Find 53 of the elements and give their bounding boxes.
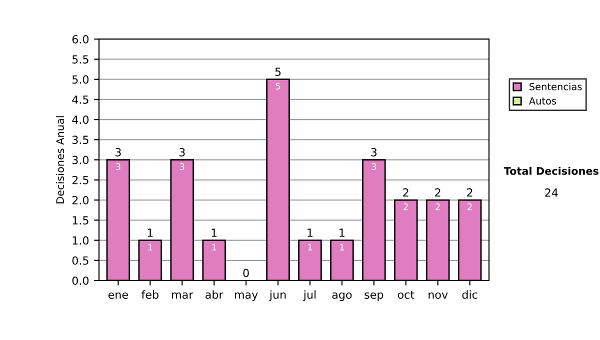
total-label: 1 [212, 228, 217, 237]
legend-label: Autos [528, 97, 556, 105]
total-label: 2 [467, 188, 472, 197]
y-tick-label: 5.5 [72, 55, 88, 64]
data-label: 2 [404, 203, 408, 210]
x-tick-label: dic [462, 290, 478, 299]
data-label: 5 [276, 82, 280, 90]
total-label: 3 [371, 148, 377, 156]
x-tick-label: sep [364, 292, 384, 301]
y-tick-label: 5.0 [72, 75, 89, 84]
y-tick-label: 3.5 [72, 136, 88, 144]
data-label: 1 [308, 244, 312, 250]
data-label: 1 [212, 244, 216, 250]
total-label: 2 [403, 188, 408, 197]
y-tick-label: 2.5 [72, 176, 88, 184]
total-label: 1 [340, 228, 344, 237]
x-tick-label: jul [303, 290, 316, 301]
y-tick-label: 4.5 [72, 96, 88, 104]
data-label: 3 [116, 163, 120, 170]
legend-label: Sentencias [530, 82, 582, 90]
x-tick-label: jun [269, 290, 286, 301]
total-label: 3 [179, 148, 185, 156]
y-tick-label: 1.5 [72, 216, 88, 225]
y-axis-title: Decisiones Anual [56, 116, 64, 204]
total-label: 2 [435, 188, 440, 197]
text: 24 [545, 188, 558, 197]
total-label: 1 [148, 228, 153, 237]
data-label: 1 [340, 244, 344, 250]
total-label: 0 [243, 268, 249, 278]
total-label: 1 [308, 228, 312, 237]
y-tick-label: 0.5 [72, 256, 88, 265]
x-tick-label: may [234, 292, 258, 301]
x-tick-label: ene [108, 292, 128, 299]
data-label: 1 [148, 244, 152, 250]
x-tick-label: mar [172, 292, 194, 299]
y-tick-label: 3.0 [72, 156, 89, 164]
data-label: 2 [468, 203, 472, 210]
x-tick-label: nov [428, 292, 448, 299]
x-tick-label: ago [332, 292, 352, 301]
total-label: 3 [115, 148, 121, 156]
x-tick-label: feb [142, 290, 158, 299]
y-tick-label: 6.0 [72, 35, 89, 44]
y-tick-label: 0.0 [72, 276, 89, 285]
y-tick-label: 4.0 [72, 116, 89, 124]
text: Total Decisiones [504, 166, 598, 175]
y-tick-label: 1.0 [72, 236, 89, 245]
data-label: 3 [372, 163, 376, 170]
x-tick-label: oct [398, 290, 414, 299]
total-label: 5 [275, 68, 281, 76]
data-label: 3 [180, 163, 184, 170]
data-label: 2 [436, 203, 440, 210]
x-tick-label: abr [206, 290, 224, 299]
y-tick-label: 2.0 [72, 196, 89, 204]
